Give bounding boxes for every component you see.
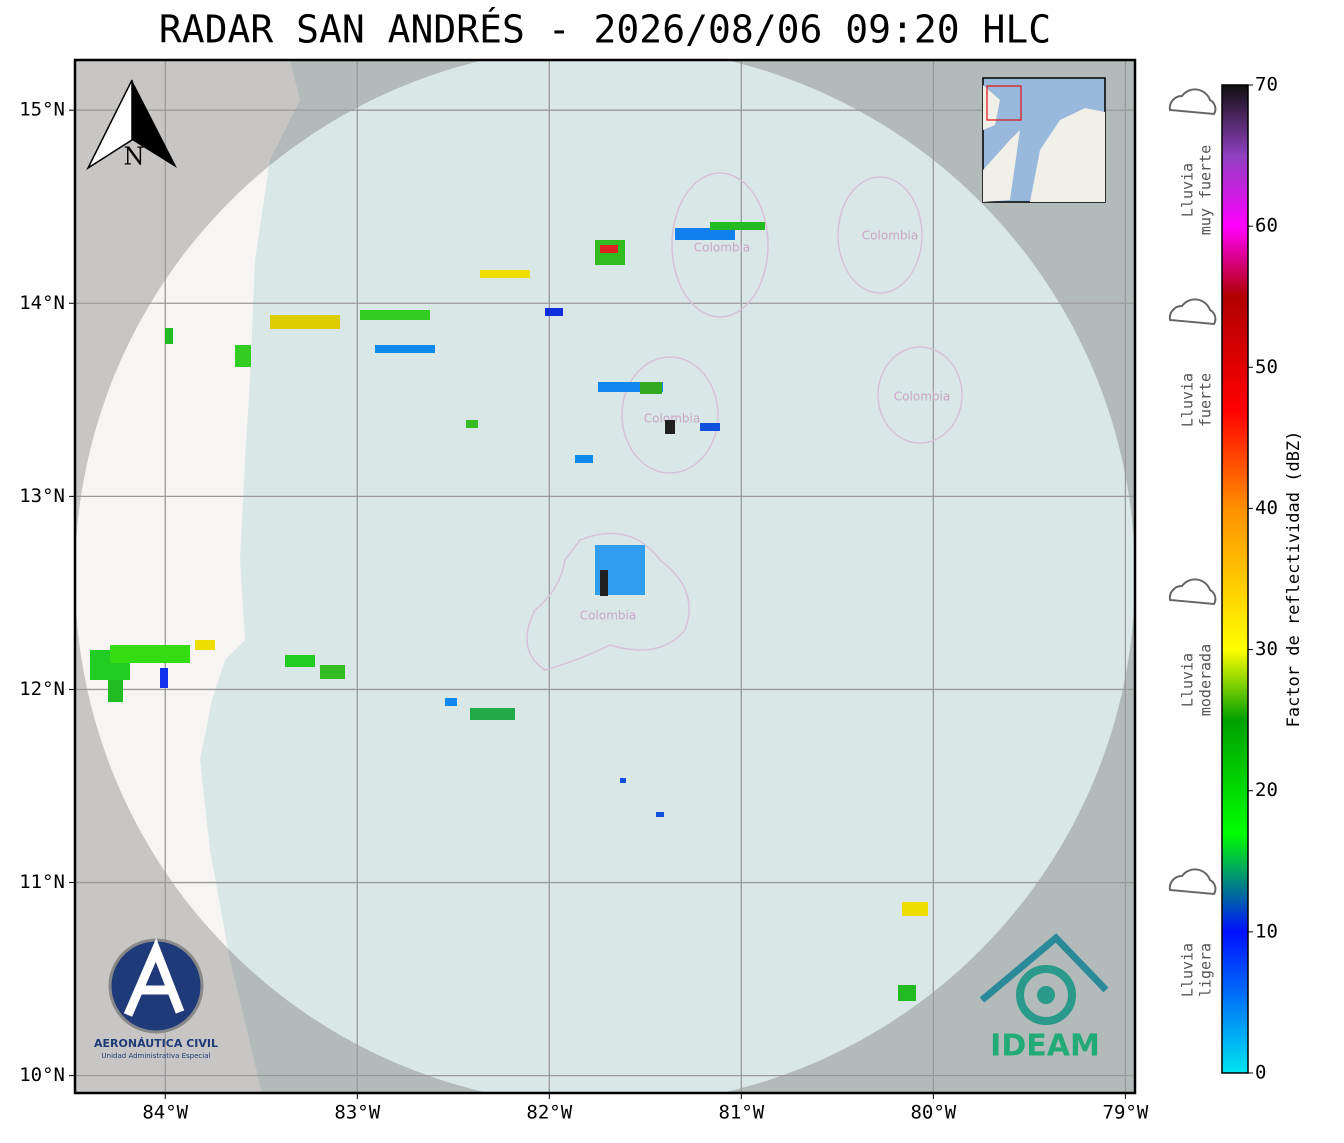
colorbar-tick-label: 20 [1255,779,1278,801]
rain-icon [1168,88,1217,116]
north-label: N [124,143,145,171]
rain-level-label: Lluvia [1179,653,1197,707]
rain-icon [1168,868,1217,896]
x-tick-label: 81°W [718,1102,764,1124]
map: Colombia Colombia Colombia Colombia Colo… [75,60,1135,1093]
map-frame [73,58,1137,1095]
rain-level-label: ligera [1197,943,1215,997]
x-tick-label: 83°W [334,1102,380,1124]
aero-sub: Unidad Administrativa Especial [102,1052,211,1060]
place-label: Colombia [894,390,950,404]
rain-level-label: fuerte [1197,373,1215,427]
rain-level-label: moderada [1197,644,1215,716]
colorbar-tick-label: 0 [1255,1062,1266,1084]
colorbar-tick-label: 70 [1255,74,1278,96]
rain-level-label: Lluvia [1179,373,1197,427]
radar-echoes [90,222,928,1001]
y-tick-label: 12°N [19,678,65,700]
rain-level-label: Lluvia [1179,943,1197,997]
x-tick-label: 82°W [526,1102,572,1124]
place-label: Colombia [580,609,636,623]
y-tick-label: 10°N [19,1064,65,1086]
aero-name: AERONÁUTICA CIVIL [94,1037,218,1050]
y-tick-label: 14°N [19,292,65,314]
place-label: Colombia [694,241,750,255]
colorbar-tick-label: 60 [1255,215,1278,237]
north-arrow: N [86,79,177,171]
y-tick-label: 11°N [19,871,65,893]
colorbar-label: Factor de reflectividad (dBZ) [1284,431,1304,728]
colorbar-tick-label: 40 [1255,497,1278,519]
inset-map [982,77,1106,203]
x-tick-label: 79°W [1103,1102,1149,1124]
place-label: Colombia [862,229,918,243]
rain-level-label: Lluvia [1179,163,1197,217]
x-tick-label: 84°W [142,1102,188,1124]
rain-icon [1168,298,1217,326]
colorbar [1221,84,1249,1074]
rain-level-label: muy fuerte [1197,145,1215,235]
rain-icon [1168,578,1217,606]
ideam-name: IDEAM [990,1029,1100,1064]
place-label: Colombia [644,412,700,426]
colorbar-tick-label: 30 [1255,638,1278,660]
eez-outlines [526,172,963,671]
title: RADAR SAN ANDRÉS - 2026/08/06 09:20 HLC [159,8,1051,52]
x-tick-label: 80°W [910,1102,956,1124]
colorbar-tick-label: 10 [1255,920,1278,942]
y-tick-label: 13°N [19,485,65,507]
colorbar-tick-label: 50 [1255,356,1278,378]
y-tick-label: 15°N [19,99,65,121]
aero-logo: AERONÁUTICA CIVIL Unidad Administrativa … [94,938,218,1060]
ideam-logo: IDEAM [979,933,1109,1064]
